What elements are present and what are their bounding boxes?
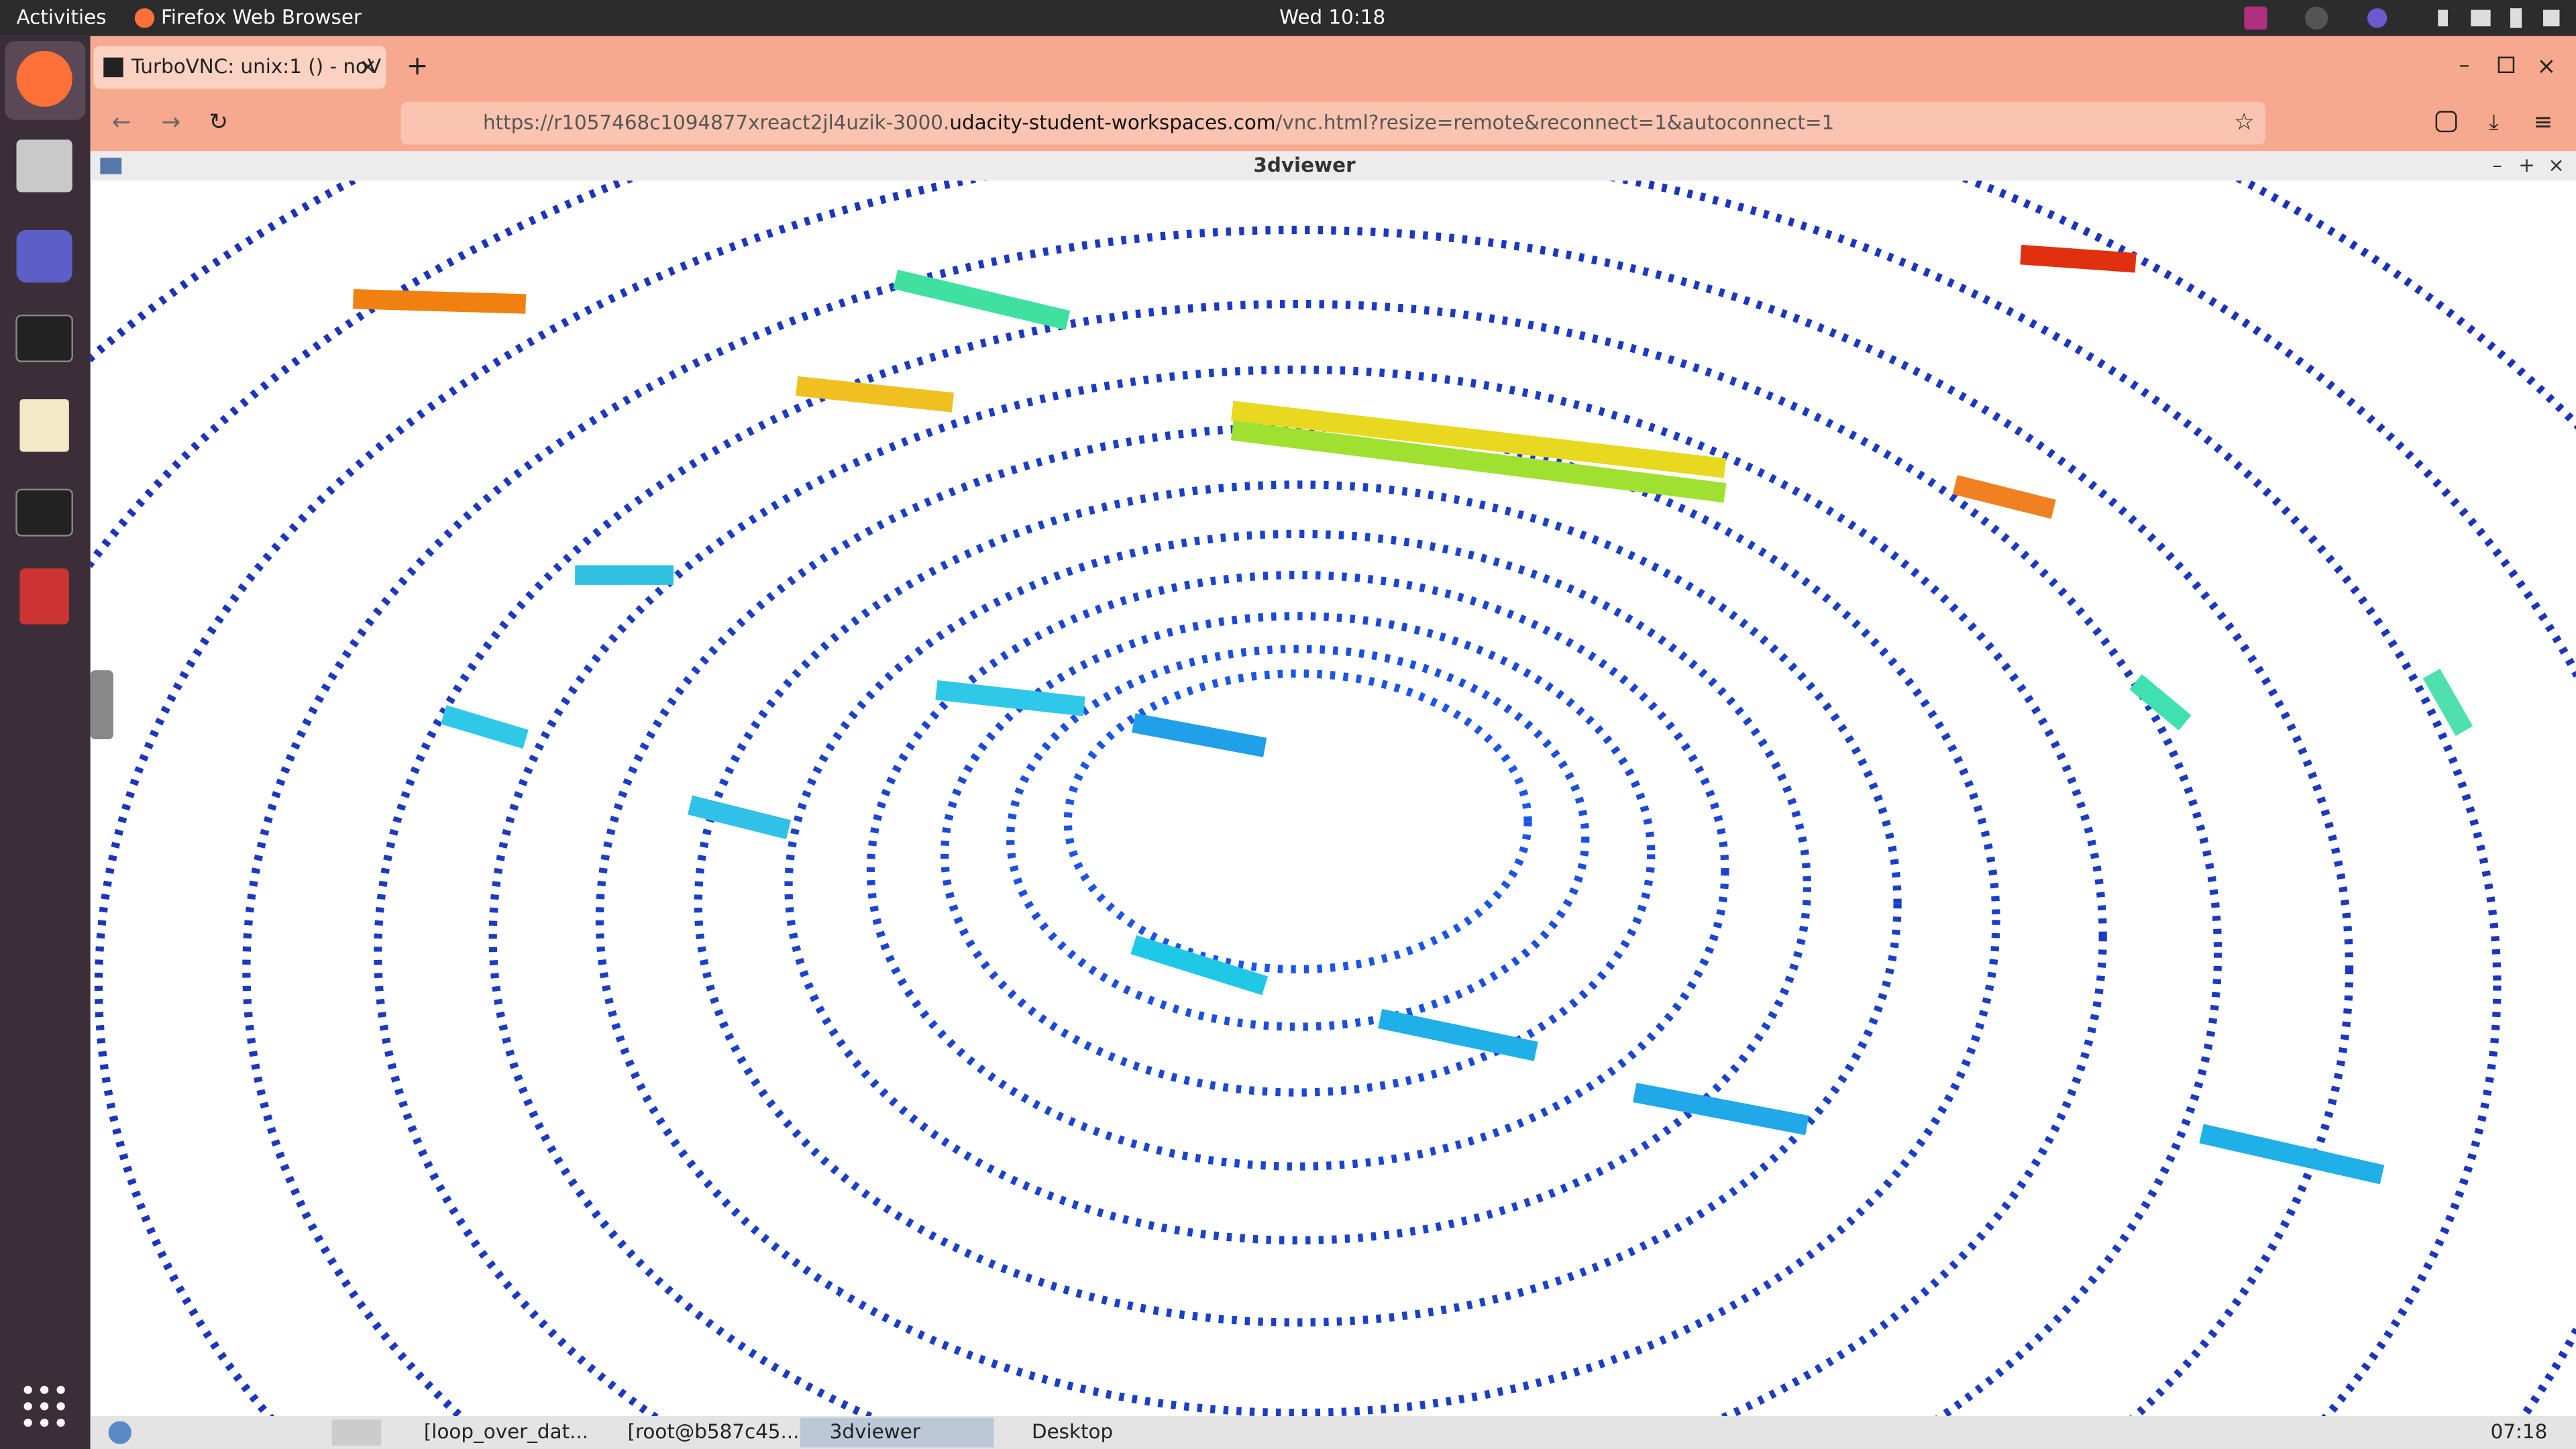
dock-firefox[interactable]	[16, 50, 72, 107]
clock[interactable]: Wed 10:18	[1279, 5, 1385, 28]
tab-title: TurboVNC: unix:1 () - noV	[131, 55, 381, 78]
minimize[interactable]: –	[2459, 52, 2470, 77]
window-titlebar	[90, 151, 2576, 181]
firefox-icon	[134, 8, 155, 28]
url-domain: udacity-student-workspaces.com	[949, 111, 1275, 133]
tab-close[interactable]: ×	[359, 53, 377, 78]
top-bar	[0, 0, 2576, 36]
dock-apps[interactable]	[23, 1385, 65, 1427]
dock-editor[interactable]	[19, 399, 69, 452]
url-bar[interactable]	[400, 101, 2266, 145]
forward[interactable]: →	[161, 109, 180, 136]
url: https://r1057468c1094877xreact2jl4uzik-3…	[483, 111, 1834, 133]
dock-terminal[interactable]	[15, 314, 73, 362]
taskbar-clock: 07:18	[2491, 1420, 2548, 1443]
taskbar-item[interactable]: [loop_over_dat...	[424, 1420, 588, 1443]
url-scheme: https://r1057468c1094877xreact2jl4uzik-3…	[483, 111, 949, 133]
taskbar-item[interactable]: Desktop	[1032, 1420, 1113, 1443]
close[interactable]: ×	[2537, 53, 2557, 80]
start-menu[interactable]	[108, 1421, 131, 1444]
taskbar	[90, 1416, 2576, 1449]
window-icon[interactable]	[100, 158, 122, 174]
reload[interactable]: ↻	[209, 109, 228, 136]
downloads[interactable]: ⤓	[2489, 109, 2499, 135]
dock-teams[interactable]	[16, 229, 72, 283]
dock-installer[interactable]	[19, 568, 69, 625]
url-path: /vnc.html?resize=remote&reconnect=1&auto…	[1275, 111, 1834, 133]
window-minimize[interactable]: –	[2492, 154, 2502, 176]
system-tray[interactable]	[2244, 6, 2560, 30]
dock-files[interactable]	[16, 140, 72, 193]
window-maximize[interactable]: +	[2518, 154, 2535, 176]
activities[interactable]: Activities	[16, 5, 106, 28]
new-tab[interactable]: +	[407, 51, 429, 81]
menu[interactable]: ≡	[2534, 109, 2553, 136]
workspace[interactable]	[331, 1419, 382, 1446]
taskbar-active	[800, 1417, 994, 1448]
app-menu[interactable]: Firefox Web Browser	[161, 5, 362, 28]
dock-monitor[interactable]	[15, 488, 73, 537]
tab-icon	[103, 57, 123, 78]
window-close[interactable]: ×	[2548, 154, 2565, 176]
pocket[interactable]	[2435, 111, 2457, 133]
vnc-handle[interactable]	[90, 670, 113, 740]
window-title: 3dviewer	[1253, 154, 1356, 176]
maximize[interactable]	[2498, 56, 2515, 73]
back[interactable]: ←	[112, 109, 131, 136]
taskbar-item[interactable]: 3dviewer	[830, 1420, 921, 1443]
bookmark[interactable]: ☆	[2234, 109, 2255, 136]
taskbar-item[interactable]: [root@b587c45...	[628, 1420, 800, 1443]
tab[interactable]	[93, 46, 386, 89]
